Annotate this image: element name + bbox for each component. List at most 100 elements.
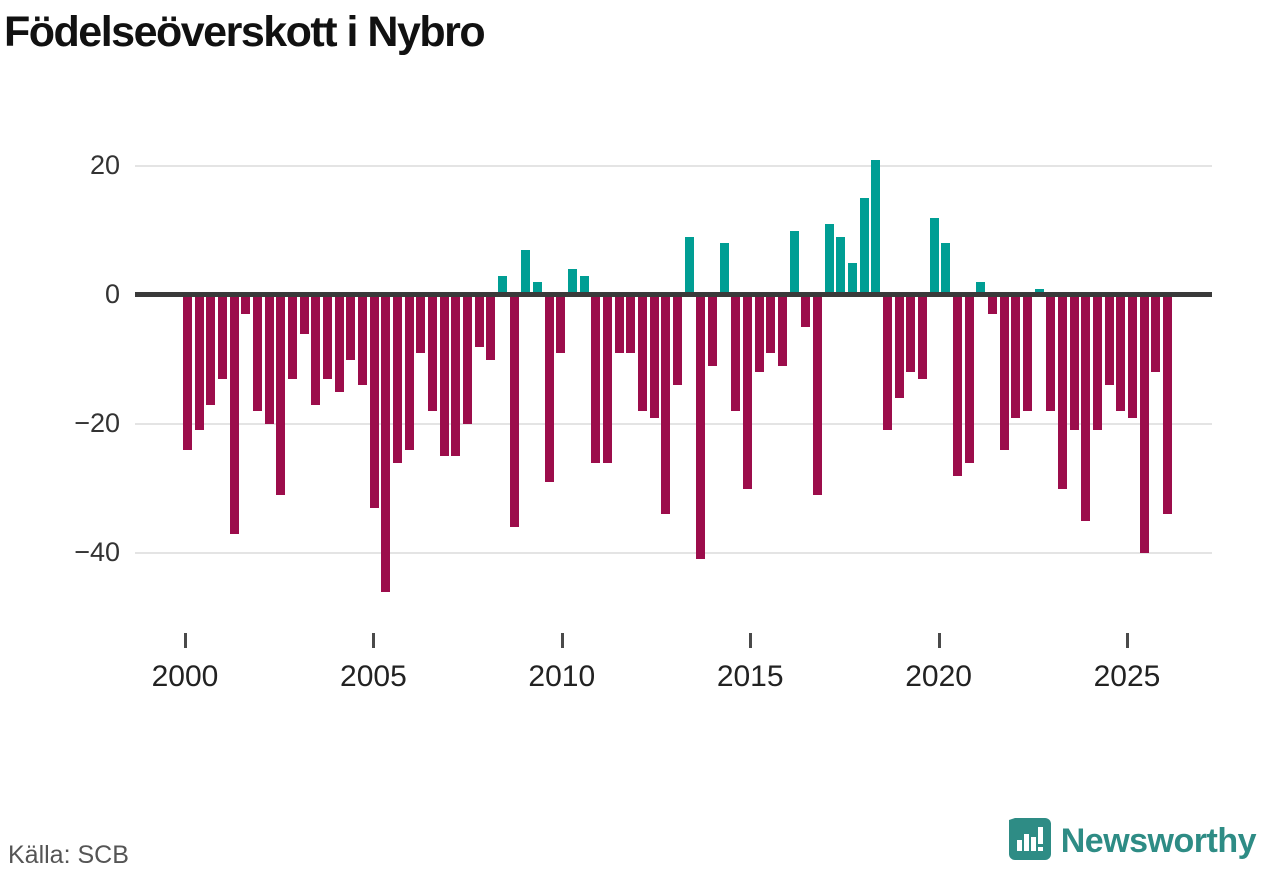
negative-bar (323, 295, 332, 379)
negative-bar (614, 295, 624, 354)
negative-bar (486, 295, 496, 360)
negative-bar (381, 295, 391, 592)
positive-bar (568, 269, 577, 295)
negative-bar (906, 295, 916, 373)
positive-bar (684, 236, 694, 295)
negative-bar (801, 295, 811, 328)
y-gridline (135, 423, 1212, 425)
positive-bar (836, 236, 846, 295)
y-axis-tick-label: 20 (89, 150, 120, 180)
y-gridline (135, 165, 1212, 167)
x-axis-tick-label: 2010 (528, 660, 596, 693)
negative-bar (346, 295, 356, 360)
brand-logo: Newsworthy (1008, 818, 1257, 865)
positive-bar (789, 230, 799, 295)
zero-axis-line (135, 292, 1212, 297)
negative-bar (1011, 295, 1021, 418)
negative-bar (638, 295, 647, 412)
negative-bar (1116, 295, 1126, 412)
negative-bar (404, 295, 414, 450)
y-axis-tick-label: 0 (104, 279, 120, 309)
negative-bar (1023, 295, 1032, 412)
positive-bar (719, 243, 729, 295)
positive-bar (976, 282, 986, 295)
negative-bar (229, 295, 239, 534)
x-axis-tick-label: 2020 (905, 660, 972, 693)
positive-bar (859, 198, 869, 295)
negative-bar (1139, 295, 1149, 553)
negative-bar (544, 295, 554, 483)
negative-bar (299, 295, 309, 334)
negative-bar (649, 295, 659, 418)
negative-bar (416, 295, 426, 354)
negative-bar (591, 295, 601, 463)
negative-bar (918, 295, 927, 379)
negative-bar (673, 295, 682, 386)
negative-bar (288, 295, 297, 379)
negative-bar (206, 295, 216, 405)
negative-bar (428, 295, 437, 412)
negative-bar (708, 295, 717, 366)
negative-bar (603, 295, 612, 463)
negative-bar (1128, 295, 1137, 418)
negative-bar (988, 295, 997, 315)
x-axis-tick-mark (560, 633, 564, 648)
negative-bar (766, 295, 776, 354)
negative-bar (451, 295, 461, 457)
positive-bar (521, 249, 531, 295)
negative-bar (334, 295, 344, 392)
x-axis-tick-label: 2025 (1093, 660, 1161, 693)
negative-bar (964, 295, 974, 463)
newsworthy-bar-chart-bubble-icon (1008, 818, 1051, 865)
negative-bar (731, 295, 741, 412)
positive-bar (929, 217, 939, 295)
negative-bar (218, 295, 227, 379)
negative-bar (696, 295, 706, 560)
negative-bar (183, 295, 192, 450)
negative-bar (1069, 295, 1079, 431)
positive-bar (871, 159, 881, 295)
y-axis-tick-label: −40 (74, 537, 120, 567)
negative-bar (194, 295, 204, 431)
positive-bar (941, 243, 951, 295)
negative-bar (253, 295, 262, 412)
negative-bar (1046, 295, 1056, 412)
negative-bar (369, 295, 379, 508)
negative-bar (1151, 295, 1161, 373)
negative-bar (556, 295, 566, 354)
positive-bar (498, 275, 507, 295)
x-axis-tick-mark (372, 633, 376, 648)
negative-bar (953, 295, 962, 476)
positive-bar (1034, 288, 1044, 295)
negative-bar (509, 295, 519, 528)
negative-bar (463, 295, 472, 424)
negative-bar (743, 295, 752, 489)
brand-name: Newsworthy (1060, 822, 1257, 860)
negative-bar (813, 295, 822, 495)
positive-bar (848, 262, 857, 295)
chart-title: Födelseöverskott i Nybro (4, 8, 486, 56)
source-note: Källa: SCB (8, 841, 129, 869)
negative-bar (778, 295, 787, 366)
y-gridline (135, 552, 1212, 554)
negative-bar (626, 295, 636, 354)
x-axis-tick-mark (937, 633, 941, 648)
negative-bar (1093, 295, 1102, 431)
negative-bar (999, 295, 1009, 450)
positive-bar (533, 282, 542, 295)
negative-bar (1081, 295, 1091, 521)
y-axis-tick-label: −20 (74, 408, 120, 438)
positive-bar (579, 275, 589, 295)
x-axis-tick-label: 2015 (716, 660, 784, 693)
negative-bar (276, 295, 286, 495)
negative-bar (474, 295, 484, 347)
x-axis-tick-mark (749, 633, 753, 648)
negative-bar (1163, 295, 1172, 515)
negative-bar (439, 295, 449, 457)
negative-bar (311, 295, 321, 405)
negative-bar (894, 295, 904, 399)
negative-bar (661, 295, 671, 515)
negative-bar (1104, 295, 1114, 386)
x-axis-tick-label: 2005 (340, 660, 407, 693)
